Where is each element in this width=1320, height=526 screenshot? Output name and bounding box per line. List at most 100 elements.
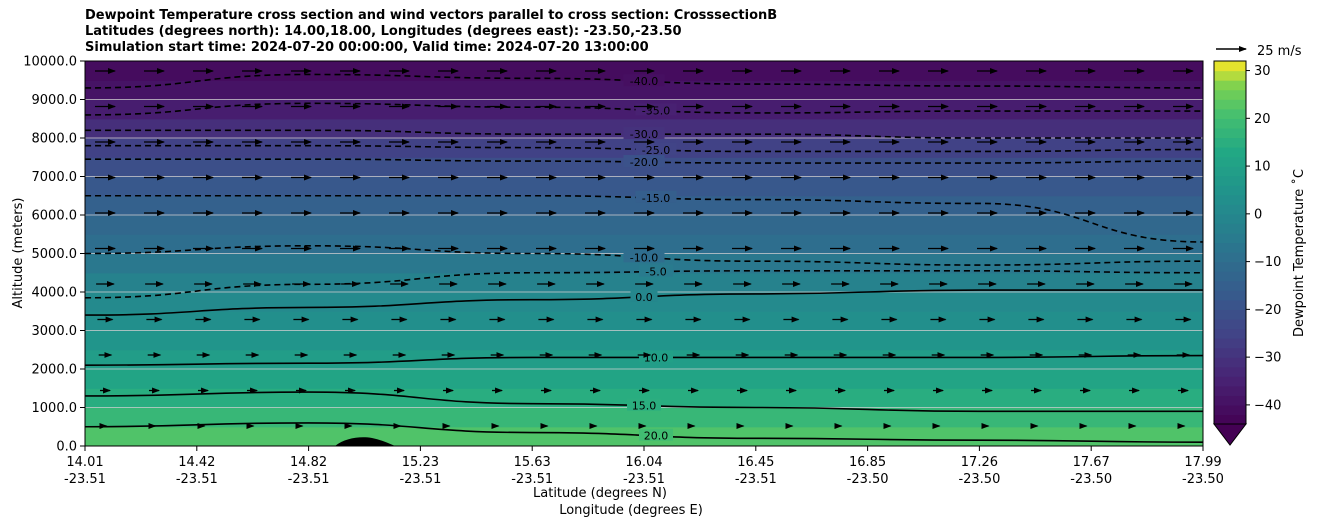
colorbar-band [1214,395,1246,406]
contour-label: -40.0 [630,75,658,88]
wind-vectors [95,68,1194,429]
contour-label-bg [630,289,658,302]
x-tick-label-lat: 16.85 [849,455,886,470]
colorbar-band [1214,137,1246,148]
colorbar-band [1214,89,1246,100]
colorbar-band [1214,338,1246,349]
dewpoint-contours: -40.0-35.0-30.0-25.0-20.0-15.0-10.0-5.00… [85,73,1203,443]
y-tick-label: 6000.0 [32,209,78,224]
contour-label-bg [623,250,665,263]
y-tick-label: 8000.0 [32,132,78,147]
dewpoint-band [85,215,1203,235]
colorbar-band [1214,357,1246,368]
contour-label: -20.0 [630,156,658,169]
x-tick-label-lat: 14.01 [66,455,103,470]
colorbar-tick-label: −20 [1254,303,1281,318]
x-tick-label-lat: 17.99 [1184,455,1221,470]
contour-label-bg [623,155,665,168]
colorbar-band [1214,166,1246,177]
colorbar-band [1214,404,1246,416]
colorbar-band [1214,414,1246,425]
x-tick-label-lon: -23.50 [958,472,1000,487]
colorbar-tick-label: −30 [1254,351,1281,366]
x-tick-label-lon: -23.51 [399,472,441,487]
dewpoint-band [85,330,1203,351]
colorbar-frame [1213,60,1247,425]
contour-label: -25.0 [642,144,670,157]
dewpoint-band [85,176,1203,197]
x-axis-label-longitude: Longitude (degrees E) [559,503,703,518]
contour-label-bg [627,398,661,411]
colorbar-band [1214,70,1246,81]
contour-label: 15.0 [632,400,657,413]
y-tick-label: 7000.0 [32,170,78,185]
y-tick-label: 10000.0 [23,55,77,70]
contour-label: -30.0 [630,128,658,141]
colorbar-band [1214,328,1246,339]
colorbar-band [1214,99,1246,110]
terrain-peak [335,437,395,446]
contour-label: -10.0 [630,251,658,264]
dewpoint-fill [85,61,1203,446]
y-axis-label: Altitude (meters) [11,198,26,309]
colorbar-band [1214,366,1246,377]
y-tick-label: 5000.0 [32,247,78,262]
dewpoint-band [85,407,1203,428]
x-tick-label-lon: -23.51 [176,472,218,487]
y-tick-label: 0.0 [56,440,77,455]
y-tick-label: 1000.0 [32,401,78,416]
dewpoint-band [85,234,1203,255]
colorbar-tick-label: −40 [1254,398,1281,413]
dewpoint-band [85,311,1203,332]
x-tick-label-lat: 16.45 [737,455,774,470]
x-tick-label-lon: -23.50 [847,472,889,487]
terrain [335,437,395,446]
colorbar-tick-label: 20 [1254,112,1271,127]
colorbar-band [1214,185,1246,196]
dewpoint-band [85,195,1203,216]
colorbar-tick-label: 10 [1254,160,1271,175]
colorbar-band [1214,271,1246,282]
colorbar-band [1214,61,1246,72]
colorbar-band [1214,242,1246,253]
contour-label: 20.0 [644,430,669,443]
contour-label-bg [635,190,677,203]
colorbar-band [1214,223,1246,234]
contour-label: -15.0 [642,192,670,205]
chart-title-line-1: Dewpoint Temperature cross section and w… [85,8,778,23]
colorbar-band [1214,146,1246,158]
x-tick-label-lon: -23.51 [64,472,106,487]
colorbar-band [1214,118,1246,129]
x-axis: 14.01 -23.51 14.42 -23.51 14.82 -23.51 15.23 -2… [64,446,1224,487]
colorbar-band [1214,213,1246,224]
colorbar-band [1214,175,1246,186]
contour-label: 0.0 [635,291,653,304]
colorbar-band [1214,385,1246,396]
colorbar-tick-label: 30 [1254,64,1271,79]
contour-line [85,270,1203,299]
dewpoint-band [85,272,1203,293]
colorbar-band [1214,290,1246,301]
contour-label-bg [639,264,673,277]
colorbar: 30 20 10 0 −10 −20 −30 −40 [1212,60,1281,446]
x-tick-label-lat: 17.26 [961,455,998,470]
x-tick-label-lat: 15.23 [402,455,439,470]
colorbar-band [1214,347,1246,358]
dewpoint-band [85,80,1203,101]
chart-title-line-3: Simulation start time: 2024-07-20 00:00:… [85,40,649,55]
colorbar-band [1214,309,1246,320]
wind-key-label: 25 m/s [1257,44,1302,59]
contour-label: -5.0 [645,266,666,279]
colorbar-band [1214,261,1246,272]
colorbar-band [1214,80,1246,91]
contour-line [85,354,1203,366]
contour-label-bg [639,428,673,441]
colorbar-band [1214,299,1246,310]
wind-key: 25 m/s [1216,44,1302,59]
x-tick-label-lat: 17.67 [1073,455,1110,470]
chart-title-line-2: Latitudes (degrees north): 14.00,18.00, … [85,24,682,39]
colorbar-extend-arrow [1212,423,1248,446]
colorbar-tick-label: −10 [1254,255,1281,270]
x-tick-label-lon: -23.51 [623,472,665,487]
colorbar-band [1214,127,1246,139]
